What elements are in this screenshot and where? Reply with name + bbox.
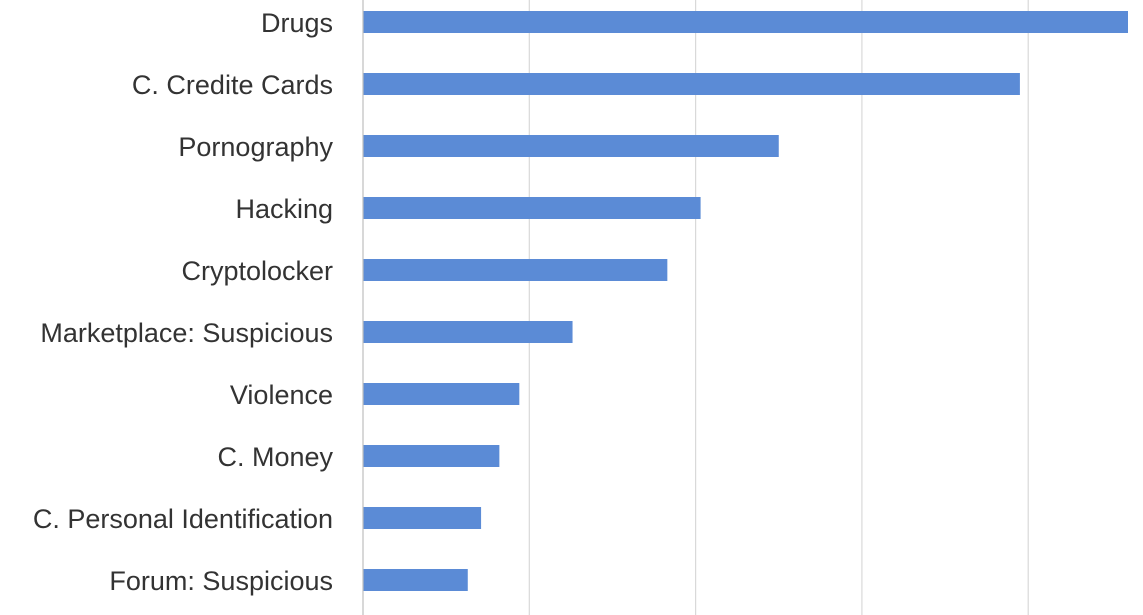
category-label: Marketplace: Suspicious bbox=[40, 318, 333, 348]
bars bbox=[363, 11, 1128, 591]
bar bbox=[363, 321, 573, 343]
bar bbox=[363, 11, 1128, 33]
category-label: Pornography bbox=[178, 132, 333, 162]
bar bbox=[363, 135, 779, 157]
gridlines bbox=[528, 0, 1029, 615]
bar bbox=[363, 259, 668, 281]
category-label: Violence bbox=[230, 380, 333, 410]
bar bbox=[363, 445, 500, 467]
category-labels: Drugs C. Credite Cards Pornography Hacking C… bbox=[33, 8, 334, 596]
bar bbox=[363, 507, 482, 529]
bar bbox=[363, 569, 468, 591]
bar bbox=[363, 383, 520, 405]
category-label: Hacking bbox=[235, 194, 333, 224]
category-label: Forum: Suspicious bbox=[109, 566, 333, 596]
category-label: C. Credite Cards bbox=[132, 70, 333, 100]
category-label: Drugs bbox=[261, 8, 333, 38]
bar bbox=[363, 197, 701, 219]
bar bbox=[363, 73, 1020, 95]
category-label: Cryptolocker bbox=[181, 256, 333, 286]
category-label: C. Personal Identification bbox=[33, 504, 333, 534]
category-label: C. Money bbox=[217, 442, 333, 472]
